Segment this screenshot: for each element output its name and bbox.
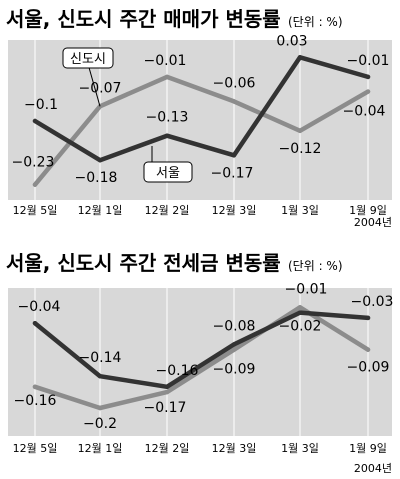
data-label: −0.17 (144, 400, 187, 416)
data-label: −0.03 (351, 294, 394, 310)
data-point (164, 133, 170, 138)
jeonse-chart: 서울, 신도시 주간 전세금 변동률 (단위 : %) −0.04 −0.14 −0… (0, 240, 400, 479)
data-point (365, 89, 371, 94)
series-label-box (143, 161, 193, 183)
data-label: −0.04 (18, 299, 61, 315)
data-point (365, 315, 371, 321)
data-label: −0.16 (14, 393, 57, 409)
data-label: −0.12 (279, 141, 322, 157)
data-point (32, 384, 38, 389)
x-tick-label: 12월 3일 (212, 203, 257, 217)
data-label: −0.2 (83, 416, 117, 432)
x-tick-label: 1월 3일 (281, 203, 319, 217)
x-tick-label: 1월 9일 (349, 441, 387, 455)
data-point (97, 158, 103, 163)
data-point (365, 74, 371, 80)
series-label-seoul: 서울 (156, 166, 180, 181)
plot-area (8, 288, 392, 436)
chart-title: 서울, 신도시 주간 전세금 변동률 (6, 251, 281, 275)
year-note: 2004년 (354, 462, 392, 475)
x-tick-label: 12월 1일 (78, 203, 123, 217)
data-label: −0.06 (213, 75, 256, 91)
data-label: −0.14 (79, 350, 122, 366)
data-label: −0.18 (75, 170, 118, 186)
unit-note: (단위 : %) (288, 15, 343, 29)
data-point (297, 128, 303, 133)
data-label: 0.03 (276, 33, 307, 49)
data-point (164, 74, 170, 80)
series-label-new-town: 신도시 (70, 52, 106, 67)
data-label: −0.01 (144, 53, 187, 69)
data-label: −0.08 (213, 318, 256, 334)
data-point (297, 310, 303, 315)
data-label: −0.04 (343, 104, 386, 120)
x-tick-label: 12월 3일 (212, 441, 257, 455)
data-label: −0.13 (146, 110, 189, 126)
data-point (97, 374, 103, 379)
x-tick-label: 12월 5일 (13, 203, 58, 217)
data-label: −0.07 (79, 80, 122, 96)
data-label: −0.09 (347, 360, 390, 376)
data-point (231, 342, 237, 347)
data-point (32, 182, 38, 187)
data-point (164, 389, 170, 395)
data-label: −0.01 (347, 53, 390, 69)
x-tick-label: 12월 1일 (78, 441, 123, 455)
data-point (32, 321, 38, 326)
data-label: −0.16 (156, 363, 199, 379)
series-line-seoul (32, 310, 371, 390)
data-label: −0.23 (12, 155, 55, 171)
data-label: −0.09 (213, 362, 256, 378)
data-point (231, 347, 237, 352)
data-label: −0.01 (285, 281, 328, 297)
x-tick-label: 1월 3일 (281, 441, 319, 455)
data-label: −0.02 (279, 319, 322, 335)
data-point (365, 347, 371, 352)
data-point (231, 99, 237, 104)
data-label: −0.17 (211, 165, 254, 181)
data-point (297, 305, 303, 310)
chart-title: 서울, 신도시 주간 매매가 변동률 (6, 7, 281, 31)
series-line-new-town (32, 74, 371, 187)
data-point (164, 384, 170, 389)
x-tick-label: 1월 9일 (349, 203, 387, 217)
x-tick-label: 12월 5일 (13, 441, 58, 455)
data-point (32, 118, 38, 124)
series-label-box (62, 47, 114, 69)
data-point (231, 153, 237, 158)
data-point (97, 405, 103, 411)
data-label: −0.1 (24, 97, 58, 113)
data-point (297, 55, 303, 60)
series-line-seoul (32, 55, 371, 163)
x-tick-label: 12월 2일 (145, 441, 190, 455)
x-tick-label: 12월 2일 (145, 203, 190, 217)
callout-leader (87, 63, 101, 107)
unit-note: (단위 : %) (288, 259, 343, 273)
year-note: 2004년 (354, 216, 392, 229)
